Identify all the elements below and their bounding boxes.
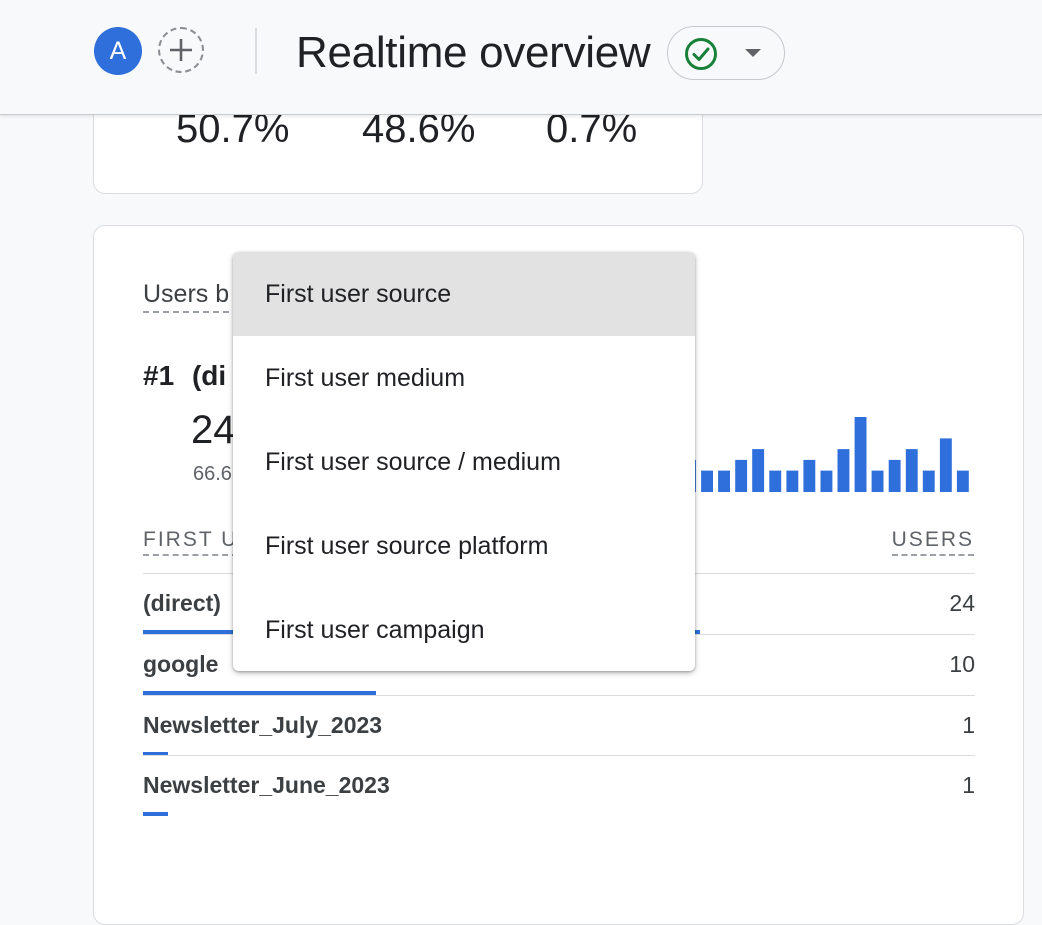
page-header: A Realtime overview [0,0,1042,115]
column-header-dimension[interactable]: FIRST U [143,528,239,556]
sparkline-bar [752,449,765,492]
row-value: 24 [949,590,975,616]
top-item-name: (di [191,360,227,391]
sparkline-bar [888,459,901,492]
row-label: Newsletter_June_2023 [143,772,390,798]
row-value: 1 [962,772,975,798]
top-item-percent: 66.6 [193,463,232,485]
sparkline-bar [769,470,782,492]
column-header-users[interactable]: USERS [891,528,974,556]
sparkline-bar [854,417,867,492]
sparkline-bar [922,470,935,492]
menu-item-first-user-medium[interactable]: First user medium [265,364,466,392]
top-item-heading: #1 (di [143,360,226,392]
sparkline-bar [939,438,952,492]
menu-item-first-user-source[interactable]: First user source [233,252,695,336]
add-comparison-button[interactable] [158,27,204,73]
users-per-minute-chart [684,417,969,492]
sparkline-bar [905,449,918,492]
row-value: 1 [962,712,975,738]
page-title: Realtime overview [296,28,651,77]
top-item-value: 24 [191,408,236,452]
sparkline-bar [820,470,833,492]
sparkline-bar [956,470,969,492]
row-share-bar [143,752,168,756]
row-label: google [143,651,219,677]
sparkline-bar [786,470,799,492]
check-circle-icon [685,38,717,70]
sparkline-bar [735,459,748,492]
header-divider [255,28,257,74]
menu-item-first-user-source-medium[interactable]: First user source / medium [265,448,561,476]
dimension-selector[interactable]: Users b [143,280,230,313]
sparkline-bar [718,470,730,492]
row-divider [143,755,975,756]
table-row[interactable]: Newsletter_June_2023 1 [143,755,975,816]
menu-item-first-user-source-platform[interactable]: First user source platform [265,532,549,560]
dimension-dropdown-menu: First user source First user medium Firs… [233,252,695,671]
chevron-down-icon [745,49,761,57]
top-rank: #1 [143,360,175,391]
menu-item-first-user-campaign[interactable]: First user campaign [265,616,485,644]
table-row[interactable]: Newsletter_July_2023 1 [143,695,975,756]
plus-icon [170,39,192,61]
sparkline-bar [803,459,816,492]
row-share-bar [143,812,168,816]
row-value: 10 [949,651,975,677]
sparkline-bar [701,470,713,492]
row-label: Newsletter_July_2023 [143,712,383,738]
row-divider [143,695,975,696]
sparkline-bar [871,470,884,492]
row-label: (direct) [143,590,221,616]
sparkline-bar [837,449,850,492]
row-share-bar [143,691,376,695]
status-dropdown-button[interactable] [667,26,785,80]
comparison-avatar[interactable]: A [94,27,142,75]
